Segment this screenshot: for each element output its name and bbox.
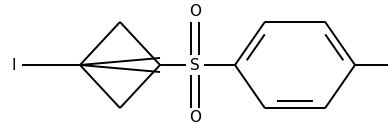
Text: O: O [189,110,201,125]
Text: S: S [190,57,200,73]
Text: O: O [189,5,201,20]
Text: I: I [12,57,16,73]
